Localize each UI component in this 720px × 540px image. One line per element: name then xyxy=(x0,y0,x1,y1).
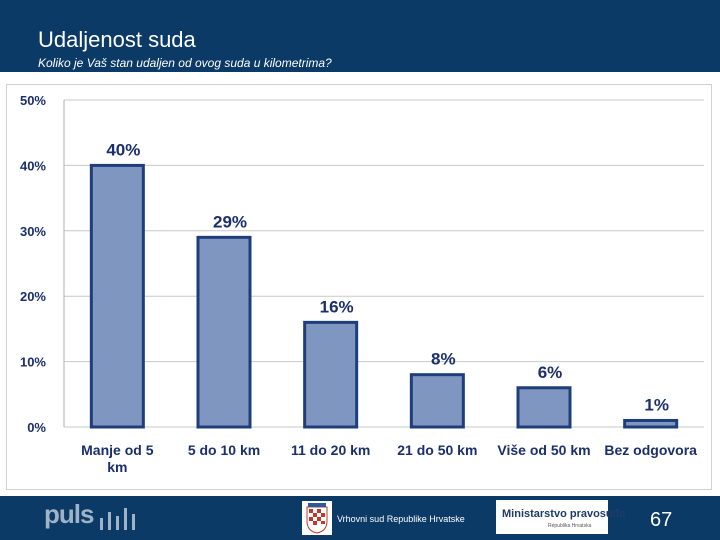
bar xyxy=(303,320,359,429)
category-label: km xyxy=(107,459,127,475)
data-label: 40% xyxy=(106,140,140,159)
y-tick-label: 40% xyxy=(20,158,46,173)
bars xyxy=(89,163,679,429)
bar xyxy=(196,235,252,429)
data-labels: 40% 29% 16% 8% 6% 1% xyxy=(106,140,669,414)
y-tick-label: 0% xyxy=(27,420,46,435)
puls-logo: puls xyxy=(44,499,94,529)
data-label: 1% xyxy=(644,395,669,414)
page-title: Udaljenost suda xyxy=(38,27,196,52)
data-label: 8% xyxy=(431,350,456,369)
court-name: Vrhovni sud Republike Hrvatske xyxy=(337,514,465,524)
bar-chart: 40% 29% 16% 8% 6% 1% 0% 10% 20% 30% 40% 50% Manje … xyxy=(6,84,712,490)
chart-area: 40% 29% 16% 8% 6% 1% 0% 10% 20% 30% 40% 50% Manje … xyxy=(6,84,712,490)
bar xyxy=(623,418,679,429)
y-tick-label: 10% xyxy=(20,355,46,370)
y-tick-label: 50% xyxy=(20,93,46,108)
coat-of-arms-icon xyxy=(302,501,332,535)
y-tick-label: 30% xyxy=(20,224,46,239)
data-label: 29% xyxy=(213,212,247,231)
y-axis-ticks: 0% 10% 20% 30% 40% 50% xyxy=(20,93,46,435)
x-axis-categories: Manje od 5km 5 do 10 km 11 do 20 km 21 do 5… xyxy=(81,442,697,475)
category-label: Manje od 5 xyxy=(81,442,154,458)
ministry-subtext: Republika Hrvatska xyxy=(548,523,592,529)
category-label: Bez odgovora xyxy=(604,442,697,458)
page-subtitle: Koliko je Vaš stan udaljen od ovog suda … xyxy=(38,56,332,70)
signal-bars-icon xyxy=(100,508,135,530)
y-tick-label: 20% xyxy=(20,289,46,304)
ministry-logo: Ministarstvo pravosuđa Republika Hrvatsk… xyxy=(496,500,625,534)
category-label: 21 do 50 km xyxy=(397,442,477,458)
gridlines xyxy=(63,99,704,428)
category-label: 11 do 20 km xyxy=(291,442,370,458)
header-bar: Udaljenost suda Koliko je Vaš stan udalj… xyxy=(0,0,720,72)
bar xyxy=(409,373,465,429)
data-label: 6% xyxy=(538,363,563,382)
page-number: 67 xyxy=(650,509,673,531)
data-label: 16% xyxy=(320,297,354,316)
bar xyxy=(89,163,145,429)
category-label: 5 do 10 km xyxy=(188,442,260,458)
category-label: Više od 50 km xyxy=(497,442,590,458)
bar xyxy=(516,386,572,429)
footer-bar: puls Vrhovni sud Republike Hrvatske Mini… xyxy=(0,496,720,540)
ministry-name: Ministarstvo pravosuđa xyxy=(502,508,626,520)
